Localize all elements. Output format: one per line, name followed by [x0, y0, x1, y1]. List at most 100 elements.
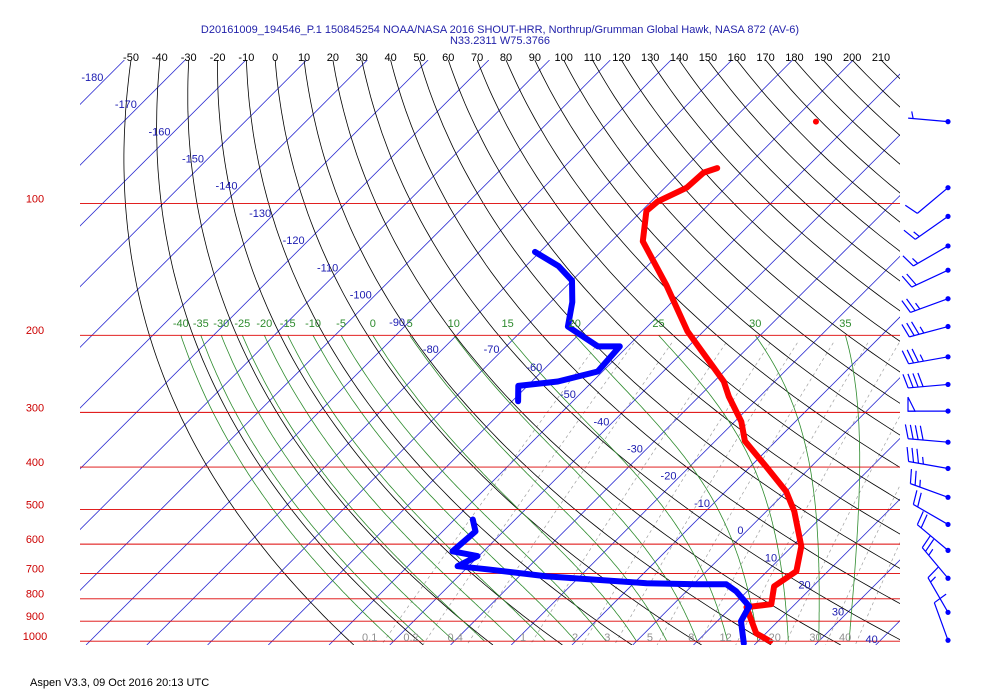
dry-adiabat-label: 170: [756, 52, 774, 64]
barb-half: [919, 326, 925, 334]
moist-adiabat-label: -20: [256, 318, 272, 330]
dry-adiabat-label: 140: [670, 52, 688, 64]
barb-full: [919, 425, 924, 441]
isotherm-label: -100: [350, 290, 372, 302]
isotherm: [146, 60, 733, 645]
barb-shaft: [908, 460, 949, 470]
moist-adiabat-label: 35: [839, 318, 851, 330]
wind-barb: [907, 396, 951, 414]
barb-full: [916, 448, 920, 464]
moist-adiabat-label: 10: [448, 318, 460, 330]
sounding-trace: [449, 248, 753, 645]
isotherm-label: -20: [661, 471, 677, 483]
dry-adiabat-label: -10: [238, 52, 254, 64]
mixing-ratio-label: 8: [688, 632, 694, 644]
moist-adiabat-label: 30: [749, 318, 761, 330]
dry-adiabat-label: 150: [699, 52, 717, 64]
dry-adiabat-label: 200: [843, 52, 861, 64]
wind-barb: [904, 185, 951, 214]
isotherm-label: -40: [593, 416, 609, 428]
dry-adiabat-label: -20: [210, 52, 226, 64]
isotherm-label: -30: [627, 444, 643, 456]
isotherm-label: -170: [115, 99, 137, 111]
mixing-ratio-label: 5: [647, 632, 653, 644]
barb-full: [901, 350, 910, 365]
mixing-ratio-label: 40: [839, 632, 851, 644]
dry-adiabat-label: 0: [272, 52, 278, 64]
barb-full: [927, 566, 939, 579]
barb-shaft: [908, 356, 949, 365]
dry-adiabat: [563, 60, 900, 404]
isotherm-label: -90: [389, 317, 405, 329]
barb-full: [914, 425, 919, 440]
mixing-ratio-line: [825, 484, 900, 645]
barb-full: [921, 535, 931, 548]
labels: -180-170-160-150-140-130-120-110-100-90-…: [23, 52, 951, 646]
wind-barb: [903, 213, 951, 240]
dry-adiabat-label: 10: [298, 52, 310, 64]
isotherm-label: -10: [694, 498, 710, 510]
barb-full: [911, 447, 915, 463]
dry-adiabat: [649, 60, 900, 312]
isotherm: [510, 255, 900, 645]
mixing-ratio-label: 0.1: [362, 632, 377, 644]
isotherm: [80, 60, 611, 591]
barb-shaft: [908, 383, 949, 389]
isotherm: [80, 60, 550, 531]
moist-adiabat-label: -15: [280, 318, 296, 330]
barb-shaft: [927, 577, 949, 613]
mixing-ratio-line: [698, 342, 869, 645]
dry-adiabat: [187, 60, 494, 645]
dry-adiabat-label: 110: [584, 52, 602, 64]
dry-adiabat-label: 180: [785, 52, 803, 64]
mixing-ratio-label: 1: [520, 632, 526, 644]
mixing-ratio-line: [614, 342, 798, 645]
barb-full: [903, 229, 916, 240]
sounding-trace: [639, 165, 805, 645]
dry-adiabat-label: 90: [529, 52, 541, 64]
isotherm: [268, 60, 854, 645]
barb-full: [911, 321, 920, 335]
mixing-ratio-label: 2: [572, 632, 578, 644]
moist-adiabat-label: -40: [173, 318, 189, 330]
plot-area: [80, 60, 900, 645]
dry-adiabat: [447, 60, 900, 535]
barb-station: [945, 637, 951, 643]
barb-half: [911, 111, 914, 119]
dry-adiabat-label: 50: [413, 52, 425, 64]
dry-adiabat: [217, 60, 563, 645]
y-tick-label: 500: [26, 499, 44, 511]
mixing-ratio-label: 12: [719, 632, 731, 644]
barb-pennant: [907, 396, 916, 412]
isotherm-label: -140: [216, 181, 238, 193]
dry-adiabat-label: 190: [814, 52, 832, 64]
barb-full: [904, 204, 918, 214]
barb-full: [920, 514, 928, 529]
barb-full: [902, 255, 914, 267]
dry-adiabat-label: 130: [641, 52, 659, 64]
isotherm: [693, 437, 900, 645]
moist-adiabat-label: -30: [213, 318, 229, 330]
wind-barb: [927, 566, 951, 615]
moist-adiabat-label: 25: [652, 318, 664, 330]
barb-full: [925, 539, 935, 552]
dry-adiabat-label: -50: [123, 52, 139, 64]
barb-half: [919, 354, 924, 362]
isotherm-label: -130: [249, 208, 271, 220]
barb-full: [911, 348, 919, 363]
mixing-ratio-line: [381, 342, 599, 645]
chart-title: D20161009_194546_P.1 150845254 NOAA/NASA…: [201, 24, 799, 36]
barb-shaft: [908, 438, 949, 443]
barb-full: [909, 469, 913, 484]
isotherm-label: -50: [560, 389, 576, 401]
mixing-ratio-line: [656, 342, 834, 645]
isotherm-label: -160: [148, 126, 170, 138]
barb-half: [912, 257, 919, 264]
barb-shaft: [909, 325, 949, 338]
barb-half: [913, 231, 920, 237]
isotherm: [753, 498, 900, 645]
isotherm: [632, 377, 900, 645]
wind-barb: [916, 511, 951, 553]
wind-barb: [912, 490, 951, 528]
chart-subtitle: N33.2311 W75.3766: [450, 35, 550, 47]
